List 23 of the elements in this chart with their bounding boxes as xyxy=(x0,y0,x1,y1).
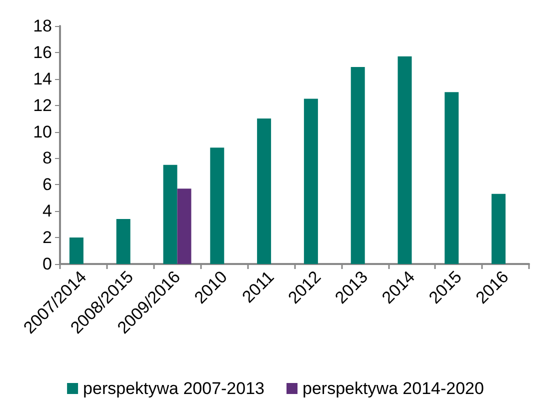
bar xyxy=(257,118,272,264)
bar xyxy=(116,219,130,264)
y-tick-label: 8 xyxy=(42,148,52,168)
bar xyxy=(210,148,224,264)
bar xyxy=(304,98,318,264)
bar xyxy=(492,194,506,264)
bar xyxy=(444,92,459,264)
y-tick-label: 2 xyxy=(42,228,52,248)
bar xyxy=(350,66,365,264)
y-tick-label: 4 xyxy=(42,202,52,221)
bar xyxy=(163,164,178,264)
bar xyxy=(69,238,84,264)
y-tick-label: 0 xyxy=(42,254,52,274)
legend-label: perspektywa 2007-2013 xyxy=(83,379,265,398)
y-tick-label: 6 xyxy=(42,175,52,194)
bar xyxy=(398,56,412,264)
y-tick-label: 10 xyxy=(33,122,52,142)
y-tick-label: 12 xyxy=(33,96,52,115)
y-tick-label: 16 xyxy=(33,42,52,62)
y-tick-label: 18 xyxy=(33,16,52,36)
bar xyxy=(177,188,192,264)
legend-label: perspektywa 2014-2020 xyxy=(302,379,484,398)
y-tick-label: 14 xyxy=(33,69,52,88)
